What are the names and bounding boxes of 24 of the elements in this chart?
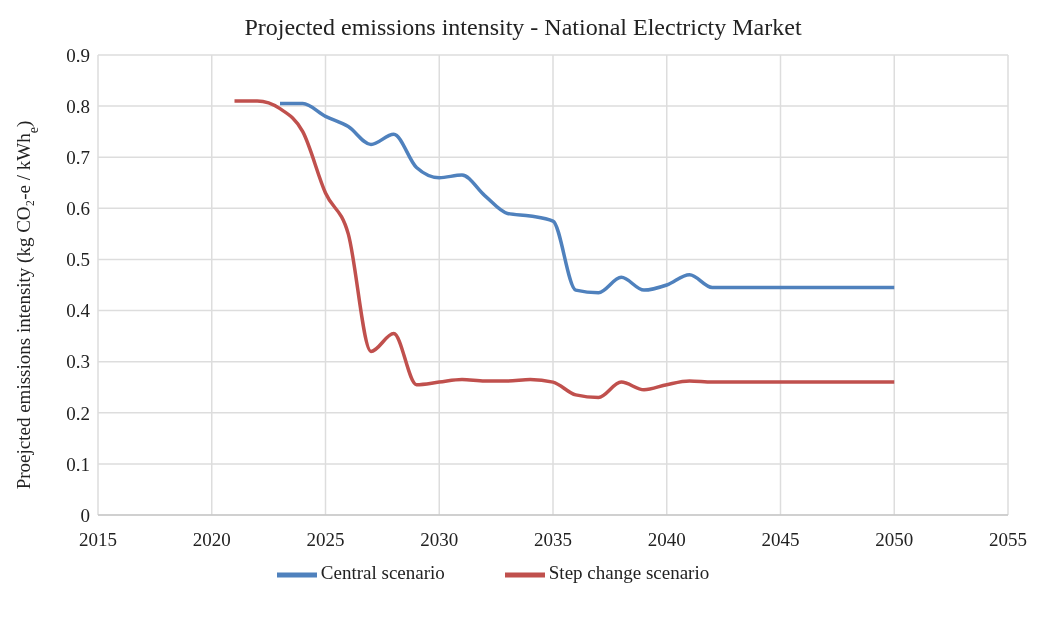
y-tick-label: 0.1 — [66, 453, 90, 475]
x-tick-label: 2035 — [534, 529, 572, 551]
y-tick-label: 0.7 — [66, 146, 90, 168]
x-tick-label: 2020 — [192, 529, 231, 551]
x-tick-label: 2055 — [989, 529, 1027, 551]
y-tick-label: 0.8 — [66, 95, 90, 117]
y-tick-label: 0 — [80, 504, 90, 526]
y-tick-label: 0.4 — [66, 300, 91, 322]
legend-label: Step change scenario — [548, 562, 710, 584]
x-tick-label: 2050 — [875, 529, 914, 551]
y-tick-label: 0.9 — [66, 44, 90, 66]
x-tick-label: 2025 — [306, 529, 345, 551]
y-tick-label: 0.2 — [66, 402, 90, 424]
y-tick-label: 0.5 — [66, 249, 90, 271]
chart-title: Projected emissions intensity - National Electricty Market — [243, 13, 803, 42]
x-tick-label: 2040 — [647, 529, 686, 551]
line-series — [278, 101, 896, 295]
y-tick-label: 0.6 — [66, 198, 90, 220]
x-tick-label: 2015 — [79, 529, 117, 551]
line-series — [232, 99, 896, 400]
legend-label: Central scenario — [320, 562, 445, 584]
y-tick-label: 0.3 — [66, 351, 90, 373]
x-tick-label: 2045 — [761, 529, 800, 551]
x-tick-label: 2030 — [420, 529, 459, 551]
